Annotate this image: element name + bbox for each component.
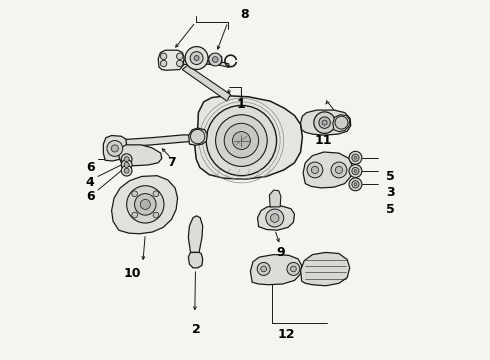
- Circle shape: [206, 105, 276, 176]
- Text: 5: 5: [386, 203, 394, 216]
- Circle shape: [107, 140, 122, 156]
- Circle shape: [190, 51, 203, 64]
- Polygon shape: [250, 255, 302, 285]
- Polygon shape: [107, 135, 196, 155]
- Polygon shape: [183, 60, 229, 67]
- Circle shape: [287, 262, 300, 275]
- Circle shape: [291, 266, 296, 272]
- Text: 2: 2: [192, 323, 201, 336]
- Text: 7: 7: [167, 156, 176, 169]
- Text: 6: 6: [86, 161, 95, 174]
- Polygon shape: [103, 135, 126, 161]
- Circle shape: [352, 167, 359, 175]
- Text: 5: 5: [386, 170, 394, 183]
- Circle shape: [140, 199, 150, 210]
- Circle shape: [132, 212, 138, 218]
- Circle shape: [160, 60, 167, 67]
- Circle shape: [354, 156, 357, 159]
- Circle shape: [266, 209, 284, 227]
- Text: 6: 6: [86, 190, 95, 203]
- Circle shape: [122, 154, 132, 165]
- Circle shape: [209, 53, 221, 66]
- Polygon shape: [208, 54, 222, 65]
- Polygon shape: [303, 152, 353, 188]
- Polygon shape: [158, 50, 184, 70]
- Circle shape: [311, 166, 318, 174]
- Polygon shape: [189, 128, 207, 145]
- Circle shape: [307, 162, 323, 178]
- Circle shape: [122, 165, 132, 176]
- Circle shape: [349, 151, 362, 164]
- Circle shape: [132, 191, 138, 197]
- Circle shape: [160, 53, 167, 59]
- Circle shape: [354, 170, 357, 172]
- Polygon shape: [333, 115, 350, 132]
- Polygon shape: [195, 96, 302, 179]
- Circle shape: [224, 123, 259, 158]
- Polygon shape: [258, 206, 294, 230]
- Circle shape: [335, 166, 343, 174]
- Text: 1: 1: [236, 98, 245, 111]
- Circle shape: [319, 117, 330, 129]
- Circle shape: [176, 53, 183, 59]
- Text: 9: 9: [276, 246, 285, 259]
- Polygon shape: [188, 252, 203, 268]
- Text: 11: 11: [315, 134, 332, 147]
- Circle shape: [194, 55, 199, 60]
- Circle shape: [331, 162, 347, 178]
- Circle shape: [122, 159, 132, 170]
- Circle shape: [322, 120, 327, 125]
- Circle shape: [126, 186, 164, 223]
- Text: 4: 4: [86, 176, 95, 189]
- Circle shape: [111, 145, 119, 152]
- Polygon shape: [112, 176, 177, 234]
- Circle shape: [191, 130, 205, 144]
- Circle shape: [216, 115, 267, 166]
- Polygon shape: [270, 190, 281, 207]
- Circle shape: [335, 116, 348, 129]
- Circle shape: [153, 191, 159, 197]
- Circle shape: [349, 165, 362, 177]
- Circle shape: [185, 46, 208, 69]
- Circle shape: [135, 194, 156, 215]
- Polygon shape: [182, 65, 231, 101]
- Circle shape: [212, 57, 218, 62]
- Circle shape: [352, 181, 359, 188]
- Text: 10: 10: [123, 267, 141, 280]
- Polygon shape: [300, 110, 351, 135]
- Polygon shape: [188, 216, 203, 252]
- Circle shape: [153, 212, 159, 218]
- Polygon shape: [300, 252, 350, 286]
- Circle shape: [314, 112, 335, 134]
- Circle shape: [352, 154, 359, 161]
- Text: 8: 8: [241, 8, 249, 21]
- Text: 3: 3: [386, 186, 394, 199]
- Circle shape: [124, 162, 129, 167]
- Circle shape: [257, 262, 270, 275]
- Polygon shape: [119, 145, 162, 166]
- Circle shape: [261, 266, 267, 272]
- Circle shape: [232, 132, 250, 149]
- Circle shape: [354, 183, 357, 186]
- Circle shape: [124, 168, 129, 173]
- Text: 12: 12: [277, 328, 295, 341]
- Circle shape: [349, 178, 362, 191]
- Circle shape: [270, 214, 279, 222]
- Circle shape: [176, 60, 183, 67]
- Circle shape: [124, 157, 129, 162]
